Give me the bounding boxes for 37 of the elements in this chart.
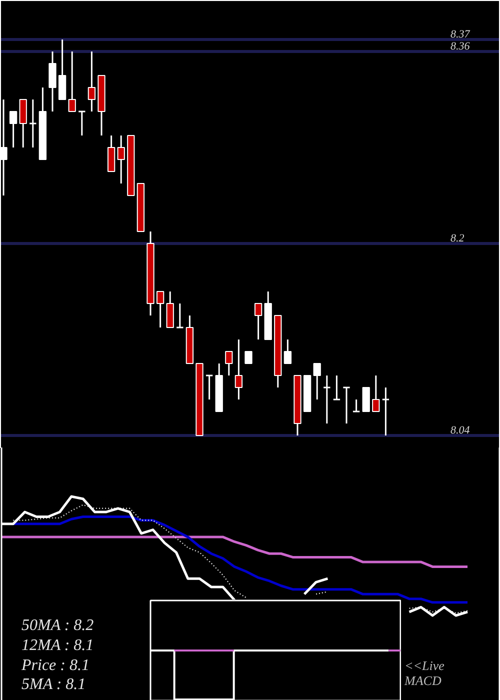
- text: 12MA : 8.1: [22, 637, 94, 654]
- ref-line-label: 8.04: [450, 424, 470, 436]
- ref-line-label: 8.37: [450, 28, 470, 40]
- candlestick: [68, 50, 76, 112]
- text: <<Live: [404, 658, 445, 673]
- ref-line-label: 8.36: [450, 40, 470, 52]
- text: Price : 8.1: [20, 657, 90, 674]
- candlestick: [372, 374, 380, 412]
- candlestick: [48, 50, 56, 112]
- candlestick: [234, 338, 243, 400]
- candlestick: [332, 374, 341, 400]
- text: 50MA : 8.2: [22, 617, 94, 634]
- candlestick: [225, 350, 233, 376]
- candlestick: [9, 110, 18, 148]
- candlestick: [19, 98, 27, 148]
- candlestick: [284, 338, 292, 364]
- candlestick: [176, 302, 184, 328]
- candlestick: [322, 374, 331, 424]
- candlestick: [78, 110, 86, 136]
- candlestick: [117, 134, 125, 184]
- candlestick: [166, 290, 174, 328]
- candlestick: [382, 386, 390, 436]
- candlestick: [352, 398, 360, 412]
- text: 5MA : 8.1: [22, 676, 86, 693]
- candlestick: [107, 134, 116, 172]
- candlestick: [244, 351, 252, 364]
- candlestick: [88, 50, 96, 112]
- candlestick: [205, 374, 214, 400]
- candlestick: [58, 38, 66, 100]
- candlestick: [156, 290, 164, 328]
- text: MACD: [404, 673, 442, 688]
- candlestick: [28, 98, 37, 148]
- candlestick: [254, 302, 262, 340]
- candlestick: [362, 387, 370, 412]
- candlestick: [342, 386, 351, 424]
- ref-line-label: 8.2: [450, 232, 465, 244]
- candlestick: [313, 362, 321, 400]
